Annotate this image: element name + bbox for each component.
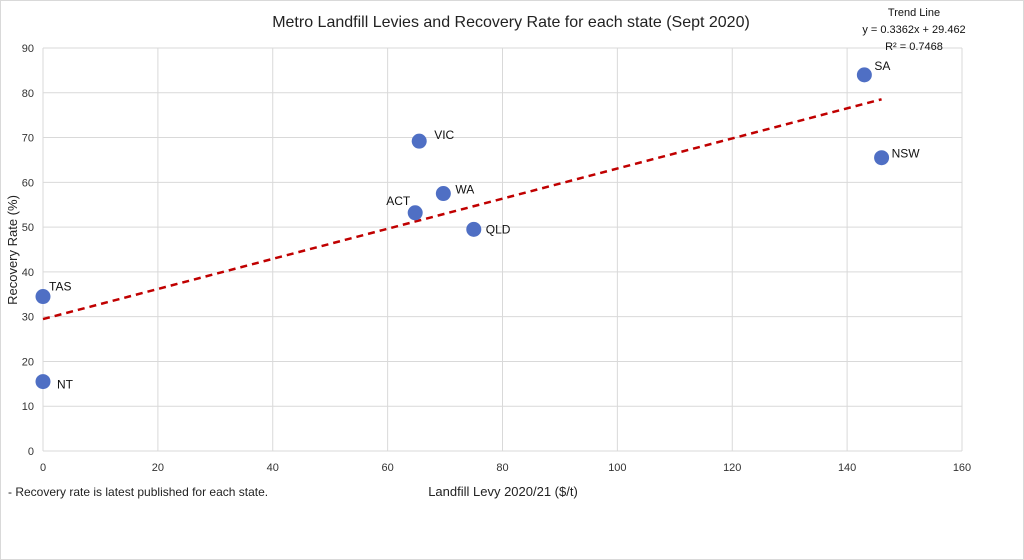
data-point-tas: [35, 289, 51, 305]
data-point-wa: [435, 186, 451, 202]
x-tick-label: 160: [953, 462, 971, 474]
trendline-layer: [42, 98, 882, 321]
y-tick-label: 70: [22, 133, 34, 145]
y-tick-label: 40: [22, 267, 34, 279]
data-point-nsw: [874, 150, 890, 166]
data-point-act: [407, 205, 423, 221]
data-point-vic: [411, 133, 427, 149]
y-tick-label: 20: [22, 356, 34, 368]
tick-labels: 0 10 20 30 40 50 60 70 80 90 0 20 40 60 80 100 120 140 160: [22, 43, 971, 474]
x-tick-label: 100: [608, 462, 626, 474]
point-label-nt: NT: [57, 378, 74, 392]
trendline-r-squared: R² = 0.7468: [885, 41, 943, 53]
trendline: [42, 98, 882, 321]
point-label-sa: SA: [874, 59, 890, 73]
data-point-sa: [856, 67, 872, 83]
points-layer: SA NSW VIC WA ACT QLD TAS NT: [35, 59, 921, 392]
x-tick-label: 60: [382, 462, 394, 474]
grid: [42, 47, 963, 452]
y-tick-label: 10: [22, 401, 34, 413]
trendline-equation: y = 0.3362x + 29.462: [862, 24, 965, 36]
x-tick-label: 40: [267, 462, 279, 474]
x-axis-label: Landfill Levy 2020/21 ($/t): [428, 484, 578, 499]
point-label-tas: TAS: [49, 280, 71, 294]
trendline-title: Trend Line: [888, 7, 940, 19]
x-tick-label: 0: [40, 462, 46, 474]
data-point-qld: [466, 221, 482, 237]
chart-title: Metro Landfill Levies and Recovery Rate …: [272, 14, 750, 31]
point-label-vic: VIC: [434, 128, 454, 142]
y-tick-label: 80: [22, 88, 34, 100]
point-label-wa: WA: [455, 183, 474, 197]
y-tick-label: 60: [22, 177, 34, 189]
footnote: - Recovery rate is latest published for …: [8, 485, 268, 499]
x-tick-label: 20: [152, 462, 164, 474]
y-tick-label: 50: [22, 222, 34, 234]
x-tick-label: 80: [496, 462, 508, 474]
y-tick-label: 90: [22, 43, 34, 55]
y-axis-label: Recovery Rate (%): [5, 195, 20, 305]
point-label-act: ACT: [386, 194, 411, 208]
x-tick-label: 120: [723, 462, 741, 474]
y-tick-label: 30: [22, 312, 34, 324]
data-point-nt: [35, 374, 51, 390]
point-label-nsw: NSW: [892, 147, 921, 161]
x-tick-label: 140: [838, 462, 856, 474]
y-tick-label: 0: [28, 446, 34, 458]
point-label-qld: QLD: [486, 222, 511, 236]
